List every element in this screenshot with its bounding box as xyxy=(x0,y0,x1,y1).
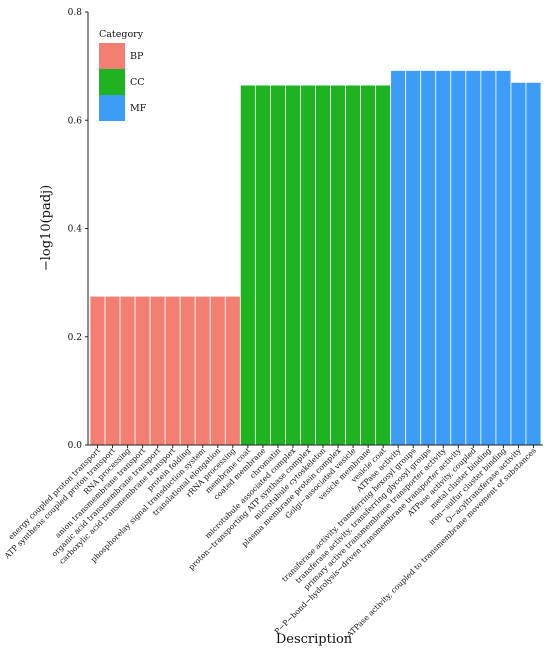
legend: Category BP CC MF xyxy=(99,29,147,121)
bar-12 xyxy=(254,84,271,446)
bar-30 xyxy=(525,81,542,446)
y-axis-title: −log10(padj) xyxy=(39,185,54,271)
bar-20 xyxy=(375,84,392,446)
bar-16 xyxy=(315,84,331,446)
bar-5 xyxy=(149,295,166,446)
legend-label-cc: CC xyxy=(130,77,145,88)
bar-23 xyxy=(420,70,437,446)
y-tick-label: 0.8 xyxy=(68,8,83,18)
legend-swatch-mf xyxy=(99,95,125,121)
x-axis-title: Description xyxy=(276,632,353,647)
bar-22 xyxy=(405,70,422,446)
bar-18 xyxy=(345,84,362,446)
legend-swatch-cc xyxy=(99,69,125,95)
bar-24 xyxy=(435,70,452,446)
y-ticks: 0.0 0.2 0.4 0.6 0.8 xyxy=(68,8,88,451)
legend-title: Category xyxy=(99,29,144,40)
bar-14 xyxy=(285,84,301,446)
bar-6 xyxy=(164,295,181,446)
bar-4 xyxy=(134,295,151,446)
bar-2 xyxy=(104,295,121,446)
bar-11 xyxy=(239,84,256,446)
y-tick-label: 0.2 xyxy=(68,333,82,343)
legend-entries: BP CC MF xyxy=(99,43,147,121)
bar-25 xyxy=(450,70,467,446)
bar-19 xyxy=(360,84,377,446)
bar-27 xyxy=(480,70,497,446)
bars-layer xyxy=(89,70,542,446)
y-tick-label: 0.0 xyxy=(68,441,83,451)
bar-3 xyxy=(119,295,136,446)
bar-29 xyxy=(510,81,527,446)
bar-9 xyxy=(209,295,226,446)
bar-10 xyxy=(224,295,241,446)
bar-26 xyxy=(465,70,482,446)
y-tick-label: 0.6 xyxy=(68,116,83,126)
bar-21 xyxy=(390,70,407,446)
legend-label-bp: BP xyxy=(130,51,144,62)
bar-7 xyxy=(179,295,196,446)
bar-28 xyxy=(495,70,512,446)
legend-label-mf: MF xyxy=(130,103,147,114)
legend-swatch-bp xyxy=(99,43,125,69)
y-tick-label: 0.4 xyxy=(68,225,83,235)
bar-15 xyxy=(300,84,316,446)
bar-8 xyxy=(194,295,211,446)
bar-1 xyxy=(89,295,106,446)
bar-17 xyxy=(330,84,346,446)
bar-13 xyxy=(269,84,286,446)
